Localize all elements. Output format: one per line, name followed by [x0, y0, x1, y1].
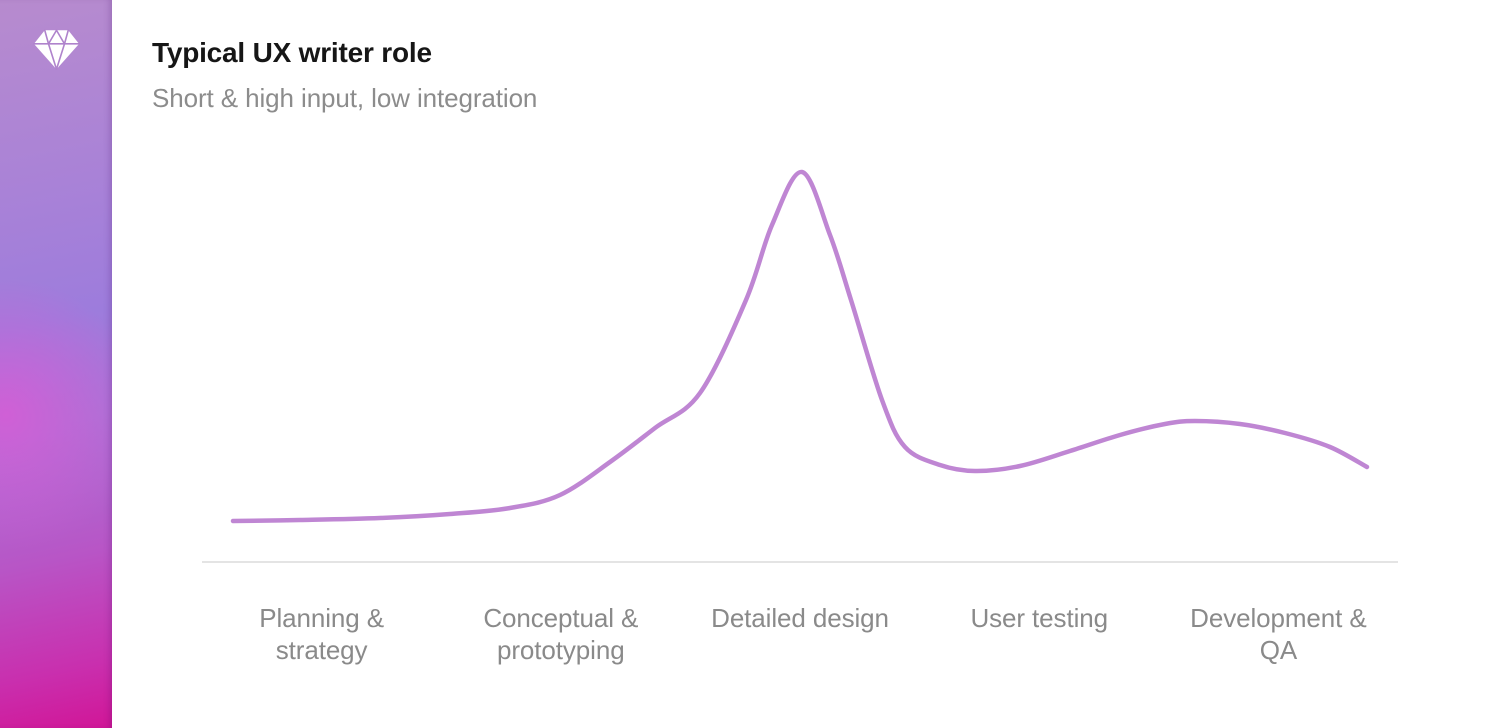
x-axis-label-user-testing: User testing — [920, 602, 1159, 634]
page-subtitle: Short & high input, low integration — [152, 83, 538, 113]
chart-header: Typical UX writer role Short & high inpu… — [152, 36, 537, 114]
x-axis-label-text: Conceptual & prototyping — [483, 603, 639, 665]
x-axis-label-text: Detailed design — [711, 603, 889, 633]
x-axis-label-development-qa: Development & QA — [1159, 602, 1398, 666]
x-axis-labels: Planning & strategy Conceptual & prototy… — [202, 602, 1398, 666]
x-axis-label-planning: Planning & strategy — [202, 602, 441, 666]
x-axis-label-conceptual: Conceptual & prototyping — [441, 602, 680, 666]
curve-line — [230, 169, 1370, 524]
gradient-sidebar — [0, 0, 112, 728]
x-axis-label-text: User testing — [970, 603, 1108, 633]
sketch-diamond-icon — [33, 29, 80, 71]
x-axis-label-detailed-design: Detailed design — [680, 602, 919, 634]
x-axis-label-text: Development & QA — [1190, 603, 1367, 665]
page-title: Typical UX writer role — [152, 37, 432, 68]
x-axis-label-text: Planning & strategy — [259, 603, 384, 665]
